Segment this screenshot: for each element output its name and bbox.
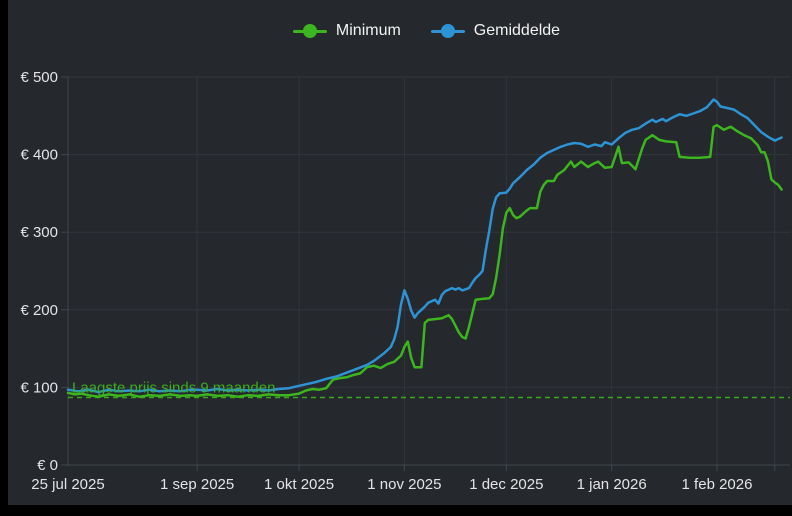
minimum-series-marker-icon [292,24,327,38]
y-axis-label: € 200 [20,302,58,319]
chart-panel [8,0,792,505]
y-axis-label: € 0 [37,457,58,474]
x-axis-label: 1 nov 2025 [367,476,441,493]
legend-item-gemiddelde[interactable]: Gemiddelde [430,22,561,39]
legend-label-minimum: Minimum [335,22,401,39]
minimum-series-line[interactable] [66,123,783,398]
x-axis-label: 25 jul 2025 [31,476,104,493]
legend-label-gemiddelde: Gemiddelde [473,22,561,39]
x-axis-label: 1 dec 2025 [469,476,543,493]
y-axis-label: € 100 [20,379,58,396]
x-axis-label: 1 jan 2026 [577,476,647,493]
y-axis-label: € 400 [20,147,58,164]
y-axis-label: € 500 [20,69,58,86]
x-axis-label: 1 sep 2025 [160,476,234,493]
x-axis-label: 1 feb 2026 [682,476,753,493]
gemiddelde-series-marker-icon [430,24,465,38]
chart-legend: Minimum Gemiddelde [68,16,785,46]
y-axis-label: € 300 [20,224,58,241]
x-axis-label: 1 okt 2025 [264,476,334,493]
price-history-chart[interactable]: € 0 € 100 € 200 € 300 € 400 € 500 25 jul 2025 1… [0,0,792,505]
legend-item-minimum[interactable]: Minimum [292,22,401,39]
lowest-price-annotation: Laagste prijs sinds 9 maanden [72,379,275,396]
gemiddelde-series-line[interactable] [66,98,783,394]
